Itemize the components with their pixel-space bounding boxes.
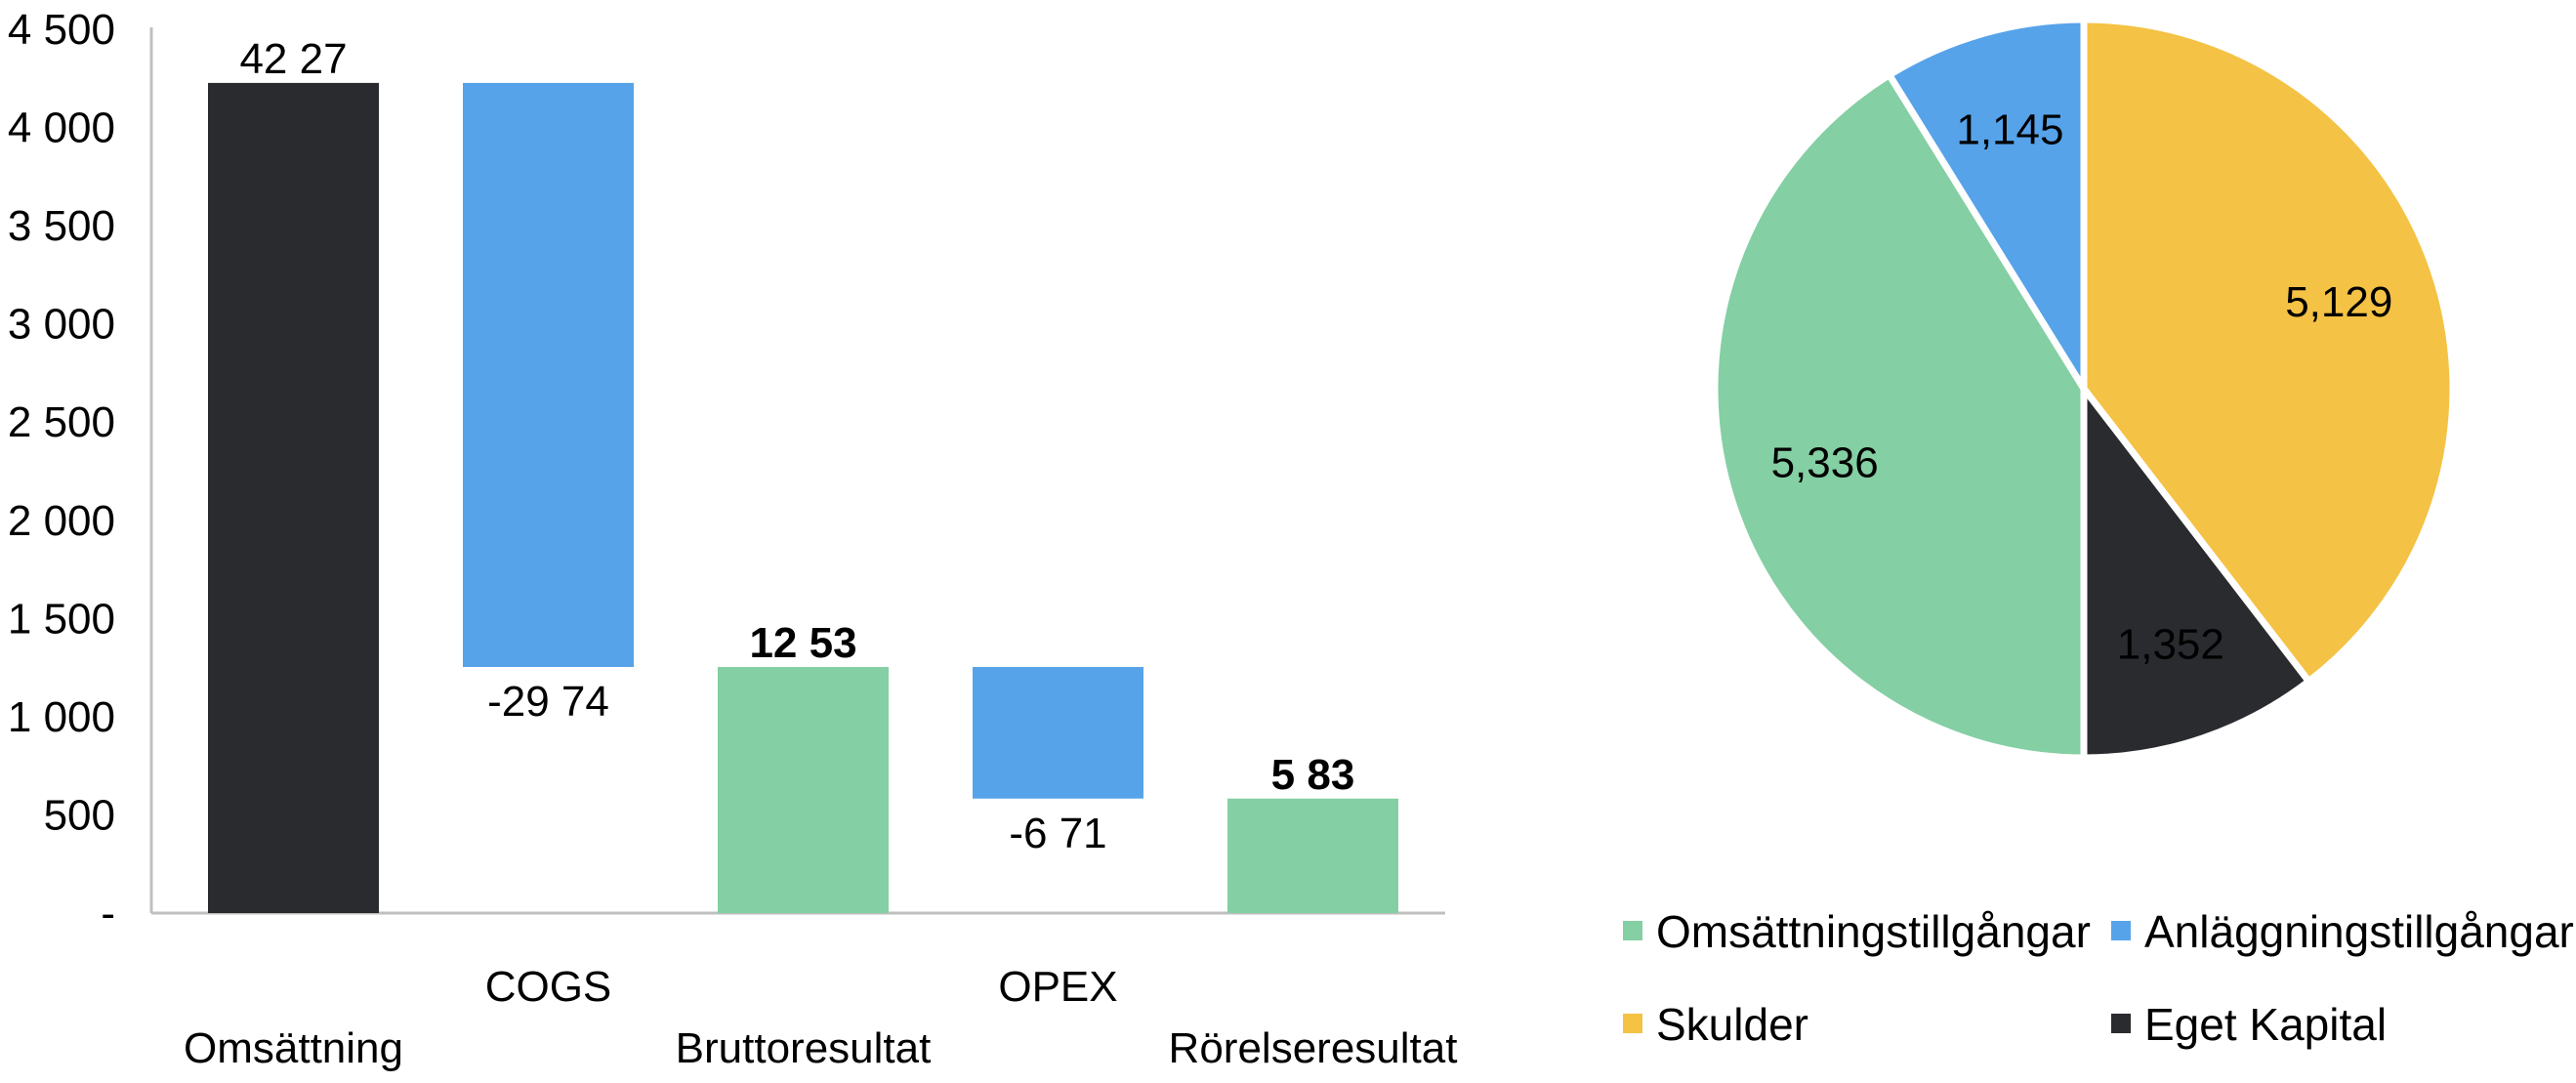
y-tick-label: 1 000 — [8, 693, 115, 741]
pie-slice-0 — [2080, 16, 2457, 686]
bar-data-label: 5 83 — [1271, 751, 1355, 799]
x-category-label: Bruttoresultat — [676, 1024, 932, 1072]
x-category-label: Rörelseresultat — [1169, 1024, 1458, 1072]
pie-legend: Omsättningstillgångar Anläggningstillgång… — [1623, 906, 2574, 1050]
y-tick-label: 2 500 — [8, 398, 115, 446]
bar-data-label: 42 27 — [239, 35, 347, 83]
legend-label: Eget Kapital — [2144, 999, 2387, 1050]
pie-slice-label: 5,336 — [1771, 439, 1879, 487]
pie-slice-1 — [2080, 385, 2312, 762]
y-tick-label: - — [101, 890, 115, 937]
bar-4 — [1227, 798, 1398, 913]
bar-data-label: -6 71 — [1009, 810, 1106, 857]
waterfall-chart: - 500 1 000 1 500 2 000 2 500 3 000 3 500 4 000 4… — [8, 6, 1458, 1072]
bar-data-label: 12 53 — [749, 619, 856, 667]
pie-slice-3 — [1886, 16, 2088, 393]
y-tick-label: 1 500 — [8, 595, 115, 643]
bar-3 — [973, 667, 1143, 799]
y-tick-label: 3 000 — [8, 301, 115, 349]
legend-label: Omsättningstillgångar — [1656, 906, 2091, 957]
legend-label: Anläggningstillgångar — [2144, 906, 2574, 957]
y-tick-label: 500 — [44, 791, 115, 839]
legend-swatch — [2111, 1014, 2131, 1033]
legend-swatch — [2111, 921, 2131, 940]
y-tick-label: 3 500 — [8, 202, 115, 250]
legend-swatch — [1623, 921, 1642, 940]
legend-label: Skulder — [1656, 999, 1808, 1050]
y-tick-label: 4 500 — [8, 6, 115, 54]
bar-1 — [463, 82, 634, 668]
pie-slice-label: 5,129 — [2285, 278, 2392, 326]
x-category-label: Omsättning — [184, 1024, 403, 1072]
y-tick-label: 2 000 — [8, 497, 115, 545]
x-category-label: COGS — [485, 963, 612, 1011]
bar-data-label: -29 74 — [487, 678, 609, 726]
pie-chart: 5,129 1,352 5,336 1,145 — [1711, 16, 2457, 762]
bar-0 — [208, 82, 379, 914]
x-category-label: OPEX — [998, 963, 1117, 1011]
pie-slice-label: 1,145 — [1956, 106, 2063, 154]
pie-slice-label: 1,352 — [2117, 620, 2224, 668]
bar-2 — [718, 667, 889, 913]
legend-swatch — [1623, 1014, 1642, 1033]
y-tick-label: 4 000 — [8, 104, 115, 152]
